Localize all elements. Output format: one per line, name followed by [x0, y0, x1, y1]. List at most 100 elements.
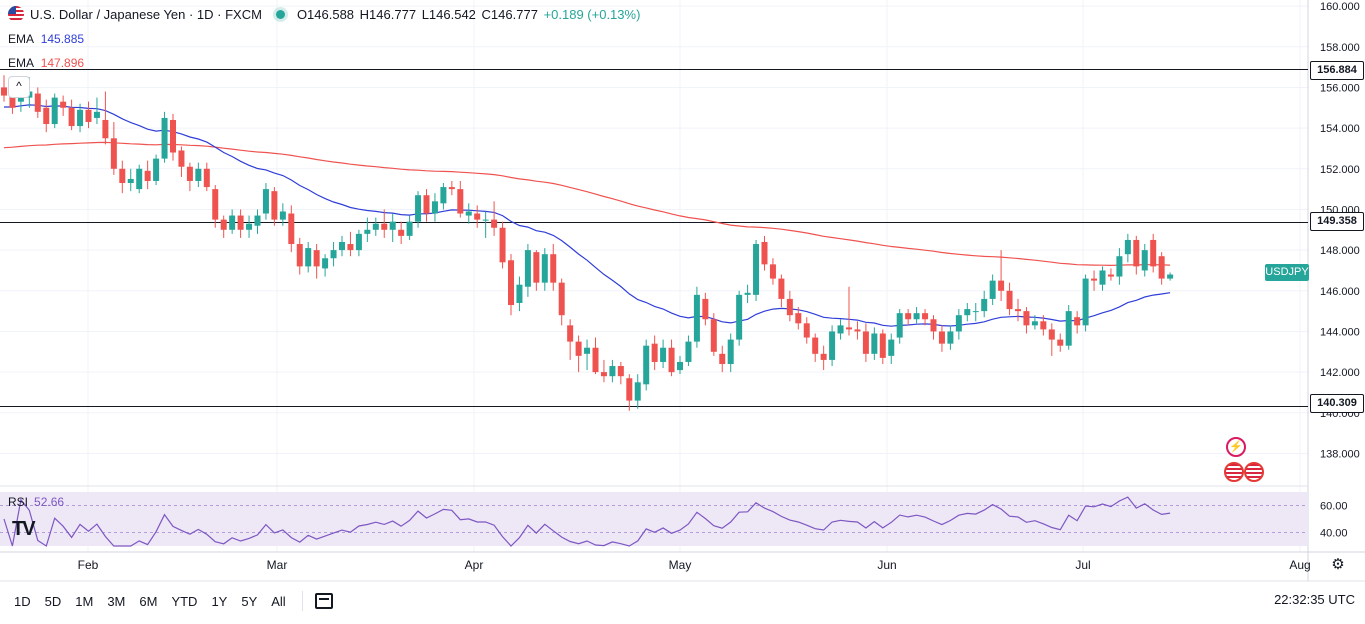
candle-body — [220, 219, 227, 230]
candle-body — [1006, 290, 1013, 310]
candle-body — [626, 378, 633, 401]
utc-clock[interactable]: 22:32:35 UTC — [1274, 592, 1355, 607]
candle-body — [322, 258, 329, 269]
ema-slow-value: 147.896 — [40, 56, 85, 70]
candle-body — [491, 219, 498, 228]
candle-body — [398, 229, 405, 236]
candle-body — [778, 278, 785, 299]
x-tick-label: Aug — [1289, 558, 1310, 572]
rsi-legend[interactable]: RSI 52.66 — [8, 495, 64, 509]
candle-body — [913, 313, 920, 320]
candle-body — [170, 119, 176, 153]
candle-body — [153, 158, 160, 181]
timeframe-1d[interactable]: 1D — [14, 593, 31, 609]
timeframe-5d[interactable]: 5D — [44, 593, 62, 609]
candle-body — [262, 189, 269, 214]
candle-body — [1141, 250, 1148, 271]
candle-body — [1099, 270, 1106, 285]
candle-body — [972, 311, 979, 313]
ema-slow-line — [3, 141, 1171, 267]
candle-body — [271, 191, 278, 220]
candle-body — [1074, 317, 1081, 326]
candle-body — [1150, 239, 1157, 267]
lightning-event-icon[interactable]: ⚡ — [1226, 437, 1246, 457]
candle-body — [1040, 321, 1047, 330]
timeframe-5y[interactable]: 5Y — [241, 593, 258, 609]
timeframe-ytd[interactable]: YTD — [171, 593, 198, 609]
candle-body — [34, 93, 41, 112]
candle-body — [1091, 278, 1098, 281]
calendar-icon[interactable] — [314, 593, 333, 609]
collapse-legend-icon[interactable]: ^ — [8, 76, 30, 98]
y-tick-label: 144.000 — [1320, 326, 1360, 338]
candle-body — [736, 294, 743, 340]
tradingview-logo[interactable]: TV — [12, 518, 36, 540]
ema-fast-legend[interactable]: EMA 145.885 — [8, 32, 84, 46]
candle-body — [381, 223, 388, 230]
x-tick-label: Jun — [877, 558, 896, 572]
candle-body — [955, 315, 962, 332]
rsi-band — [0, 492, 1308, 546]
ema-slow-label: EMA — [8, 56, 34, 70]
candle-body — [1065, 311, 1072, 346]
low-value: L146.542 — [421, 6, 476, 22]
x-tick-label: Jul — [1075, 558, 1090, 572]
candle-body — [457, 189, 464, 214]
candle-body — [296, 244, 303, 267]
candle-body — [584, 347, 591, 354]
candle-body — [719, 353, 726, 364]
x-tick-label: Apr — [465, 558, 484, 572]
symbol-title[interactable]: U.S. Dollar / Japanese Yen · 1D · FXCM — [30, 6, 262, 22]
candle-body — [499, 227, 506, 263]
timeframe-all[interactable]: All — [271, 593, 286, 609]
timeframe-1y[interactable]: 1Y — [211, 593, 228, 609]
us-event-icon-2[interactable] — [1244, 462, 1264, 482]
candle-body — [372, 223, 379, 230]
candle-body — [1031, 321, 1038, 326]
candle-body — [516, 284, 523, 303]
candle-body — [51, 97, 58, 125]
symbol-tag: USDJPY — [1265, 264, 1309, 281]
candle-body — [812, 337, 819, 354]
candle-body — [330, 250, 337, 259]
y-tick-label: 142.000 — [1320, 367, 1360, 379]
timeframe-1m[interactable]: 1M — [75, 593, 94, 609]
rsi-tick-label: 60.00 — [1320, 501, 1348, 513]
level-label-mid: 149.358 — [1310, 212, 1364, 231]
candle-body — [203, 168, 210, 188]
settings-gear-icon[interactable]: ⚙ — [1331, 556, 1345, 573]
y-tick-label: 146.000 — [1320, 286, 1360, 298]
candle-body — [837, 325, 844, 334]
candle-body — [431, 201, 438, 214]
candle-body — [347, 244, 354, 251]
candle-body — [1167, 274, 1174, 279]
chart-header: U.S. Dollar / Japanese Yen · 1D · FXCM O… — [8, 6, 642, 22]
candle-body — [660, 347, 667, 362]
candle-body — [685, 341, 692, 362]
candle-body — [769, 264, 776, 279]
candle-body — [279, 211, 286, 220]
rsi-line — [3, 496, 1171, 547]
ema-slow-legend[interactable]: EMA 147.896 — [8, 56, 84, 70]
candle-body — [1082, 278, 1089, 326]
candle-body — [862, 331, 869, 354]
us-event-icon[interactable] — [1224, 462, 1244, 482]
candle-body — [634, 382, 641, 401]
candle-body — [1015, 309, 1021, 312]
candle-body — [702, 298, 709, 320]
timeframe-3m[interactable]: 3M — [107, 593, 126, 609]
candle-body — [102, 119, 109, 139]
candle-body — [1107, 274, 1114, 277]
candle-body — [854, 329, 861, 332]
candle-body — [1023, 311, 1030, 326]
timeframe-6m[interactable]: 6M — [139, 593, 158, 609]
candle-body — [592, 347, 599, 373]
candle-body — [677, 361, 683, 371]
candle-body — [524, 250, 531, 287]
candle-body — [339, 241, 345, 251]
candle-body — [195, 168, 202, 181]
y-tick-label: 156.000 — [1320, 82, 1360, 94]
candle-body — [508, 260, 514, 306]
candle-body — [609, 366, 616, 377]
